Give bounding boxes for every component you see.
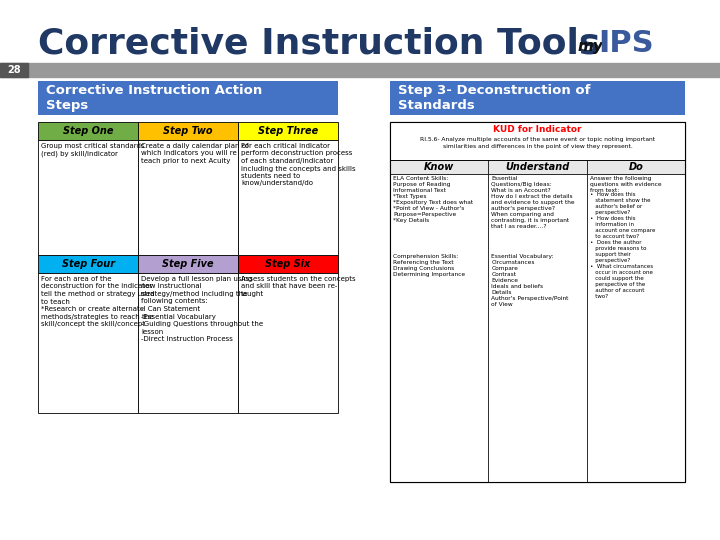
Text: Essential Vocabulary:
Circumstances
Compare
Contrast
Evidence
Ideals and beliefs: Essential Vocabulary: Circumstances Comp… bbox=[491, 254, 569, 307]
Text: Step 3- Deconstruction of
Standards: Step 3- Deconstruction of Standards bbox=[398, 84, 590, 112]
Bar bbox=[390, 174, 488, 482]
Text: ELA Content Skills:
Purpose of Reading
Informational Text
*Text Types
*Expositor: ELA Content Skills: Purpose of Reading I… bbox=[393, 176, 473, 223]
Bar bbox=[488, 174, 587, 482]
Text: KUD for Indicator: KUD for Indicator bbox=[493, 125, 582, 134]
Text: Create a daily calendar plan of
which indicators you will re
teach prior to next: Create a daily calendar plan of which in… bbox=[141, 143, 248, 164]
Bar bbox=[138, 255, 238, 273]
Text: Step One: Step One bbox=[63, 126, 113, 136]
Text: Answer the following
questions with evidence
from text:: Answer the following questions with evid… bbox=[590, 176, 661, 193]
Bar bbox=[390, 122, 685, 482]
Bar bbox=[0, 63, 720, 77]
Text: Group most critical standards
(red) by skill/indicator: Group most critical standards (red) by s… bbox=[41, 143, 145, 157]
Bar bbox=[38, 273, 138, 413]
Bar bbox=[488, 160, 587, 174]
Text: my: my bbox=[578, 39, 604, 55]
Text: Assess students on the concepts
and skill that have been re-
taught: Assess students on the concepts and skil… bbox=[241, 276, 356, 297]
Bar bbox=[138, 122, 238, 140]
Text: Understand: Understand bbox=[505, 162, 570, 172]
Text: Step Two: Step Two bbox=[163, 126, 213, 136]
Bar bbox=[38, 81, 338, 115]
Text: Develop a full lesson plan using
new instructional
strategy/method including the: Develop a full lesson plan using new ins… bbox=[141, 276, 263, 342]
Bar bbox=[138, 273, 238, 413]
Bar bbox=[138, 140, 238, 255]
Text: 28: 28 bbox=[7, 65, 21, 75]
Bar bbox=[238, 273, 338, 413]
Text: Step Six: Step Six bbox=[266, 259, 310, 269]
Bar bbox=[38, 255, 138, 273]
Text: Do: Do bbox=[629, 162, 643, 172]
Bar bbox=[587, 160, 685, 174]
Bar bbox=[390, 160, 488, 174]
Text: For each critical indicator
perform deconstruction process
of each standard/indi: For each critical indicator perform deco… bbox=[241, 143, 356, 186]
Bar bbox=[238, 122, 338, 140]
Text: Step Three: Step Three bbox=[258, 126, 318, 136]
Bar bbox=[38, 140, 138, 255]
Text: Comprehension Skills:
Referencing the Text
Drawing Conclusions
Determining Impor: Comprehension Skills: Referencing the Te… bbox=[393, 254, 465, 277]
Text: Step Five: Step Five bbox=[162, 259, 214, 269]
Text: For each area of the
deconstruction for the indicator
tell the method or strateg: For each area of the deconstruction for … bbox=[41, 276, 155, 327]
Text: Corrective Instruction Action
Steps: Corrective Instruction Action Steps bbox=[46, 84, 262, 112]
Bar bbox=[390, 122, 685, 160]
Text: Know: Know bbox=[424, 162, 454, 172]
Text: •  How does this
   statement show the
   author's belief or
   perspective?
•  : • How does this statement show the autho… bbox=[590, 192, 655, 299]
Bar bbox=[38, 122, 138, 140]
Bar bbox=[390, 122, 685, 482]
Text: IPS: IPS bbox=[598, 29, 654, 57]
Bar bbox=[587, 174, 685, 482]
Bar bbox=[390, 81, 685, 115]
Bar bbox=[238, 140, 338, 255]
Text: Essential
Questions/Big Ideas:
What is an Account?
How do I extract the details
: Essential Questions/Big Ideas: What is a… bbox=[491, 176, 575, 229]
Text: RI.5.6- Analyze multiple accounts of the same event or topic noting important
si: RI.5.6- Analyze multiple accounts of the… bbox=[420, 137, 655, 148]
Bar bbox=[0, 63, 28, 77]
Bar bbox=[238, 255, 338, 273]
Text: Step Four: Step Four bbox=[61, 259, 114, 269]
Text: Corrective Instruction Tools: Corrective Instruction Tools bbox=[38, 26, 600, 60]
